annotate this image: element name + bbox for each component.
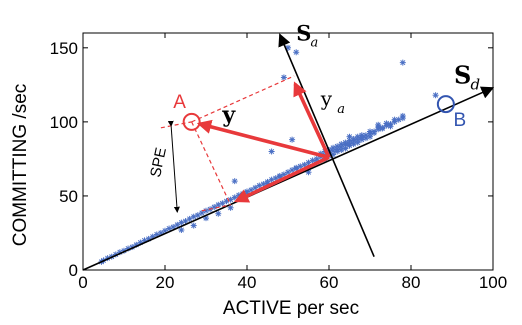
ya-vector-label: y: [320, 87, 333, 111]
data-point: [268, 176, 275, 183]
point-b-circle: [436, 95, 455, 114]
data-point: [289, 136, 296, 143]
data-point: [293, 164, 300, 171]
data-point: [367, 133, 373, 140]
x-tick-label: 0: [78, 273, 87, 292]
y-vector-label: y: [221, 102, 236, 128]
point-b-label: B: [454, 110, 467, 131]
data-point: [342, 145, 349, 152]
plot-box: [82, 32, 494, 271]
x-tick-label: 100: [479, 273, 507, 292]
vector-y: [196, 119, 330, 160]
data-point: [215, 210, 222, 217]
sd-axis: [82, 86, 495, 271]
y-tick-label: 100: [50, 113, 78, 132]
sa-axis: [278, 33, 375, 257]
y-tick-label: 0: [69, 261, 78, 280]
vector-yd: [233, 155, 330, 203]
data-point: [432, 92, 439, 99]
spe-label: SPE: [147, 146, 170, 179]
data-point: [190, 222, 197, 229]
data-point: [268, 148, 275, 155]
sa-axis-label: S: [296, 20, 311, 45]
data-point: [280, 74, 287, 81]
data-point: [194, 212, 201, 219]
y-tick-label: 150: [50, 39, 78, 58]
point-a-circle: [182, 112, 201, 131]
y-axis-label: COMMITTING /sec: [10, 84, 31, 247]
sd-subscript: d: [470, 75, 480, 93]
data-point: [354, 133, 361, 140]
data-point: [338, 141, 345, 148]
data-point: [203, 215, 209, 222]
dashed-line: [191, 121, 232, 206]
dashed-line: [160, 121, 192, 129]
data-point: [391, 116, 398, 123]
data-point: [383, 120, 390, 127]
data-point: [346, 133, 353, 140]
data-point: [387, 123, 394, 130]
data-point: [371, 129, 378, 136]
data-point: [399, 112, 406, 119]
point-a-label: A: [173, 92, 186, 113]
x-tick-label: 60: [320, 273, 339, 292]
data-point: [293, 49, 300, 56]
data-point: [399, 59, 406, 66]
data-point: [231, 178, 238, 185]
x-tick-label: 20: [156, 273, 175, 292]
data-point: [354, 139, 361, 146]
data-point: [379, 125, 386, 132]
x-tick-label: 80: [402, 273, 421, 292]
x-tick-label: 40: [238, 273, 257, 292]
scatter-points: [98, 44, 439, 265]
spe-arrow: [167, 120, 180, 213]
vector-ya: [293, 81, 331, 159]
ya-subscript: a: [337, 102, 345, 117]
data-point: [375, 121, 382, 128]
data-point: [330, 144, 337, 151]
plot-frame: 0 20 40 60 80 100 0 50 100 150: [50, 32, 507, 292]
dashed-line: [201, 204, 231, 212]
dashed-line: [191, 75, 295, 123]
sd-axis-label: S: [454, 60, 471, 89]
sa-subscript: a: [311, 35, 319, 50]
y-tick-label: 50: [59, 187, 78, 206]
data-point: [227, 204, 234, 211]
x-axis-label: ACTIVE per sec: [223, 298, 359, 319]
data-point: [178, 227, 185, 234]
data-point: [198, 209, 205, 216]
